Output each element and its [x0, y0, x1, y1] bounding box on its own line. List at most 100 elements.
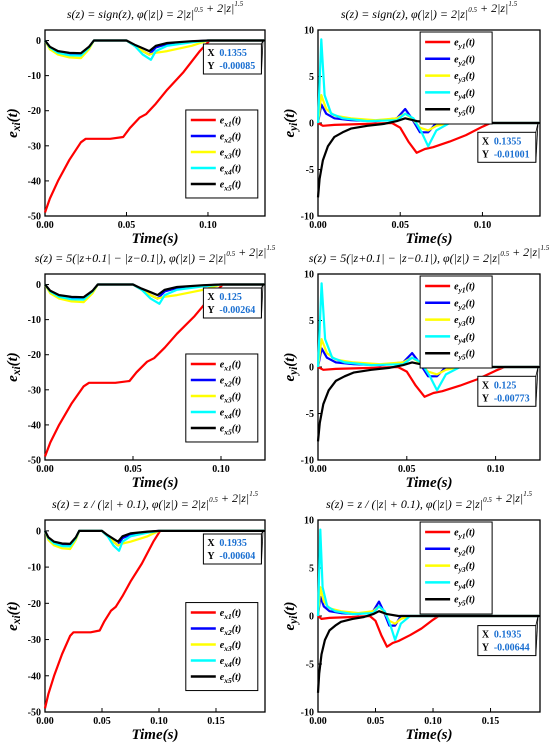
x-tick-label: 0.00 — [309, 464, 327, 475]
data-tip-y-label: Y — [482, 643, 490, 654]
legend-label: ex2(t) — [220, 131, 241, 144]
legend: ey1(t) ey2(t) ey3(t) ey4(t) ey5(t) — [419, 275, 493, 369]
y-tick-label: -40 — [28, 176, 41, 187]
x-tick-label: 0.00 — [36, 464, 54, 475]
series-line-1 — [43, 39, 265, 213]
data-tip-y-value: -0.00604 — [219, 551, 255, 562]
legend: ex1(t) ex2(t) ex3(t) ex4(t) ex5(t) — [185, 109, 259, 199]
x-tick-label: 0.00 — [309, 716, 327, 727]
x-tick-label: 0.05 — [118, 220, 136, 231]
legend-label: ey2(t) — [454, 298, 475, 311]
legend-label: ex2(t) — [220, 624, 241, 637]
y-tick-label: 10 — [304, 270, 314, 281]
x-axis-label: Time(s) — [132, 475, 179, 491]
x-tick-label: 0.05 — [391, 220, 409, 231]
data-tip-box — [477, 625, 537, 657]
x-tick-label: 0.10 — [150, 716, 168, 727]
data-tip-x-value: 0.125 — [219, 292, 242, 303]
y-tick-label: -30 — [28, 385, 41, 396]
chart-title: s(z) = z / (|z| + 0.1), φ(|z|) = 2|z|0.5… — [326, 490, 532, 511]
x-tick-label: 0.15 — [207, 716, 225, 727]
legend: ex1(t) ex2(t) ex3(t) ex4(t) ex5(t) — [185, 353, 259, 443]
data-tip-x-value: 0.1355 — [219, 48, 247, 59]
data-tip: X 0.1355 Y -0.00085 — [202, 40, 264, 75]
legend-label: ey4(t) — [454, 88, 475, 101]
legend-label: ey3(t) — [454, 315, 475, 328]
y-tick-label: -10 — [28, 563, 41, 574]
y-tick-label: -40 — [28, 420, 41, 431]
legend-label: ex1(t) — [220, 115, 241, 128]
y-tick-label: 10 — [304, 516, 314, 527]
series-line-1 — [43, 283, 265, 457]
y-tick-label: -40 — [28, 671, 41, 682]
series-line-1 — [317, 121, 540, 154]
x-tick-label: 0.05 — [124, 464, 142, 475]
y-tick-label: 5 — [309, 564, 314, 575]
y-tick-label: 0 — [309, 119, 314, 130]
y-tick-label: 5 — [309, 72, 314, 83]
y-tick-label: -20 — [28, 599, 41, 610]
y-tick-label: 0 — [309, 612, 314, 623]
data-tip-box — [202, 533, 262, 565]
series-line-5 — [44, 39, 265, 55]
series-line-4 — [316, 528, 540, 642]
legend-label: ex3(t) — [220, 147, 241, 160]
x-tick-label: 0.10 — [424, 716, 442, 727]
legend: ex1(t) ex2(t) ex3(t) ex4(t) ex5(t) — [185, 602, 259, 692]
x-axis-label: Time(s) — [406, 475, 453, 491]
legend-label: ex5(t) — [220, 179, 241, 192]
data-tip-x-value: 0.1355 — [494, 136, 521, 147]
data-tip-y-label: Y — [482, 149, 490, 160]
legend-label: ex1(t) — [220, 359, 241, 372]
y-tick-label: -10 — [301, 456, 314, 467]
data-tip-y-label: Y — [482, 393, 490, 404]
data-tip-box — [202, 287, 262, 319]
legend-label: ey3(t) — [454, 561, 475, 574]
y-tick-label: -50 — [28, 456, 41, 467]
series-line-4 — [316, 38, 540, 148]
chart-title: s(z) = sign(z), φ(|z|) = 2|z|0.5 + 2|z|1… — [67, 0, 244, 21]
y-axis-label: eyi(t) — [282, 353, 300, 382]
legend: ey1(t) ey2(t) ey3(t) ey4(t) ey5(t) — [419, 31, 493, 125]
data-tip-x-label: X — [482, 136, 490, 147]
legend-label: ey5(t) — [454, 349, 475, 362]
data-tip: X 0.125 Y -0.00773 — [477, 366, 539, 407]
chart-title: s(z) = z / (|z| + 0.1), φ(|z|) = 2|z|0.5… — [52, 490, 258, 511]
legend-label: ex4(t) — [220, 163, 241, 176]
data-tip-y-label: Y — [207, 305, 215, 316]
data-tip-y-value: -0.00264 — [219, 305, 255, 316]
x-tick-label: 0.05 — [367, 716, 385, 727]
x-tick-label: 0.10 — [212, 464, 230, 475]
chart-title: s(z) = sign(z), φ(|z|) = 2|z|0.5 + 2|z|1… — [341, 0, 518, 21]
data-tip: X 0.1935 Y -0.00644 — [477, 615, 539, 657]
data-tip-y-value: -0.00085 — [219, 61, 255, 72]
chart-title: s(z) = 5(|z+0.1| − |z−0.1|), φ(|z|) = 2|… — [35, 244, 276, 265]
data-tip-box — [202, 43, 262, 75]
y-tick-label: 0 — [36, 526, 41, 537]
data-tip: X 0.1935 Y -0.00604 — [202, 530, 264, 565]
x-axis-label: Time(s) — [132, 727, 179, 743]
y-tick-label: 10 — [304, 26, 314, 37]
series-line-5 — [44, 529, 265, 546]
legend-label: ey4(t) — [454, 578, 475, 591]
x-tick-label: 0.10 — [474, 220, 492, 231]
y-axis-label: exi(t) — [5, 352, 23, 382]
y-tick-label: -50 — [28, 212, 41, 223]
y-tick-label: -5 — [306, 165, 314, 176]
legend-label: ey1(t) — [454, 38, 475, 51]
x-axis-label: Time(s) — [132, 231, 179, 247]
y-tick-label: 5 — [309, 316, 314, 327]
chart-panel-1: s(z) = sign(z), φ(|z|) = 2|z|0.5 + 2|z|1… — [5, 0, 266, 247]
data-tip-x-value: 0.1935 — [494, 630, 521, 641]
x-tick-label: 0.10 — [487, 464, 505, 475]
y-tick-label: 0 — [36, 280, 41, 291]
x-tick-label: 0.10 — [199, 220, 217, 231]
data-tip-y-label: Y — [207, 61, 215, 72]
legend-label: ey1(t) — [454, 528, 475, 541]
legend-label: ey5(t) — [454, 105, 475, 118]
y-axis-label: eyi(t) — [282, 602, 300, 631]
legend-label: ex1(t) — [220, 608, 241, 621]
chart-panel-5: s(z) = z / (|z| + 0.1), φ(|z|) = 2|z|0.5… — [5, 490, 266, 743]
legend-label: ey5(t) — [454, 595, 475, 608]
